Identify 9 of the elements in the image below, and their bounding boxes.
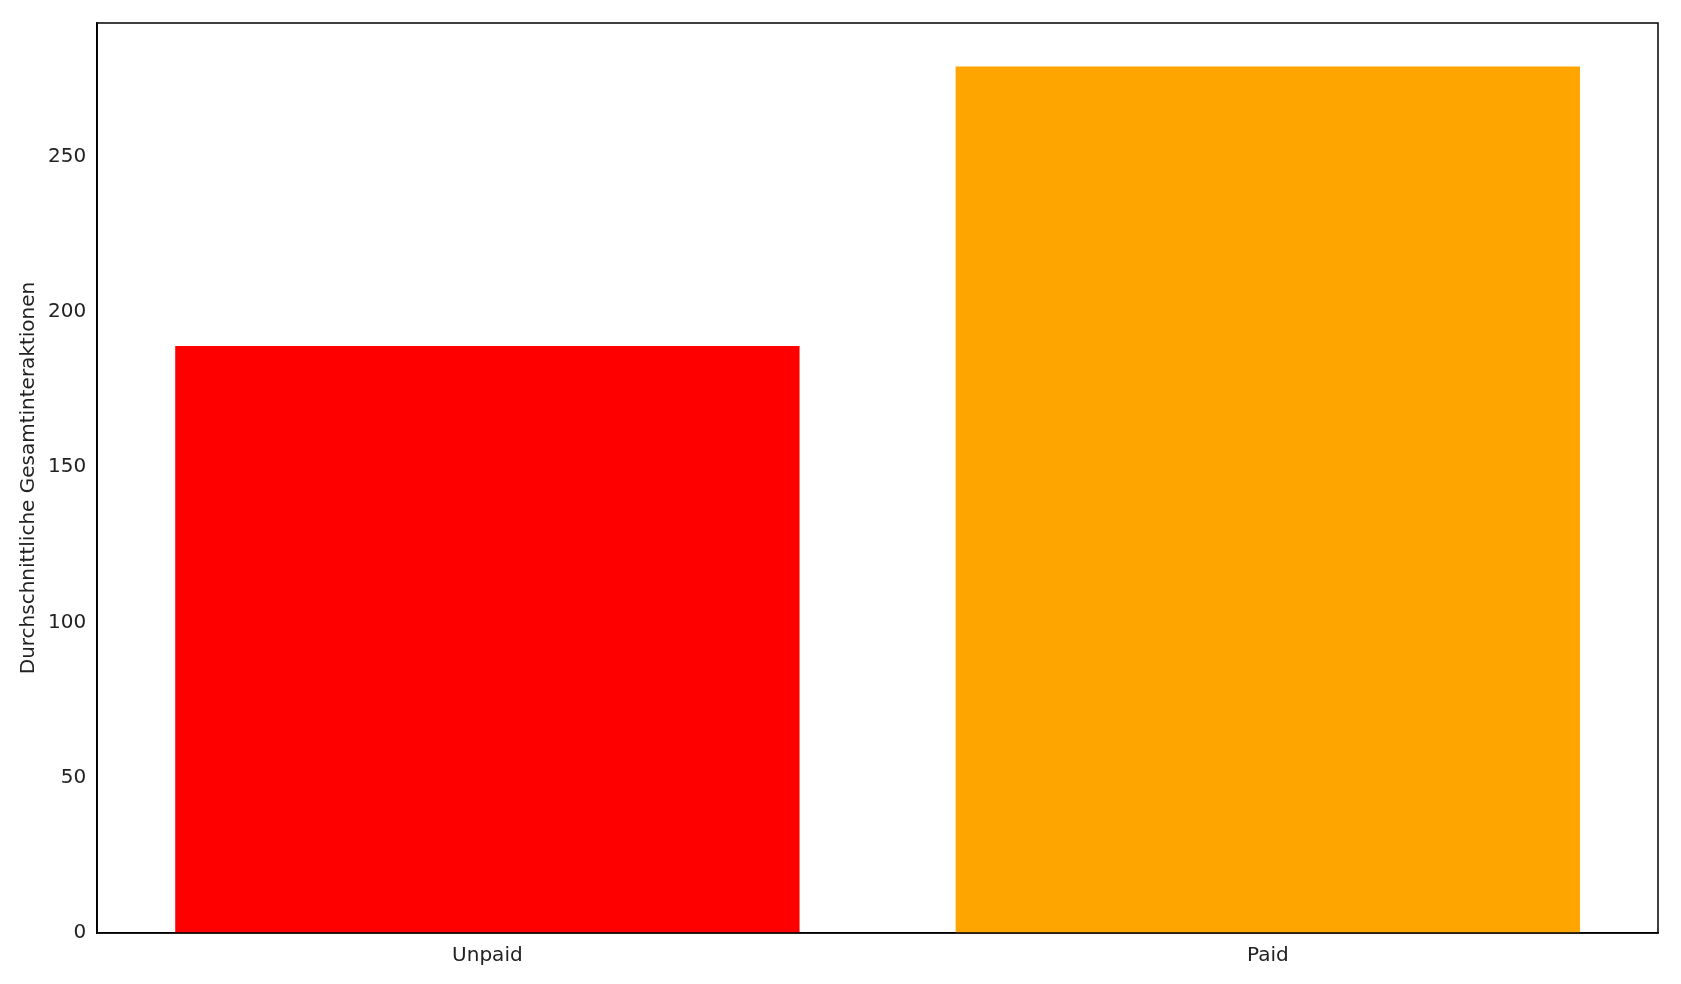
- y-tick-label: 100: [47, 608, 87, 633]
- x-tick-label: Paid: [1246, 942, 1289, 967]
- y-tick-label: 50: [60, 763, 87, 788]
- y-tick-label: 0: [73, 919, 87, 944]
- y-tick-label: 150: [47, 453, 87, 478]
- x-tick-label: Unpaid: [452, 942, 523, 967]
- y-axis-title: Durchschnittliche Gesamtinteraktionen: [15, 281, 40, 675]
- y-tick-label: 200: [47, 298, 87, 323]
- y-tick-label: 250: [47, 142, 87, 167]
